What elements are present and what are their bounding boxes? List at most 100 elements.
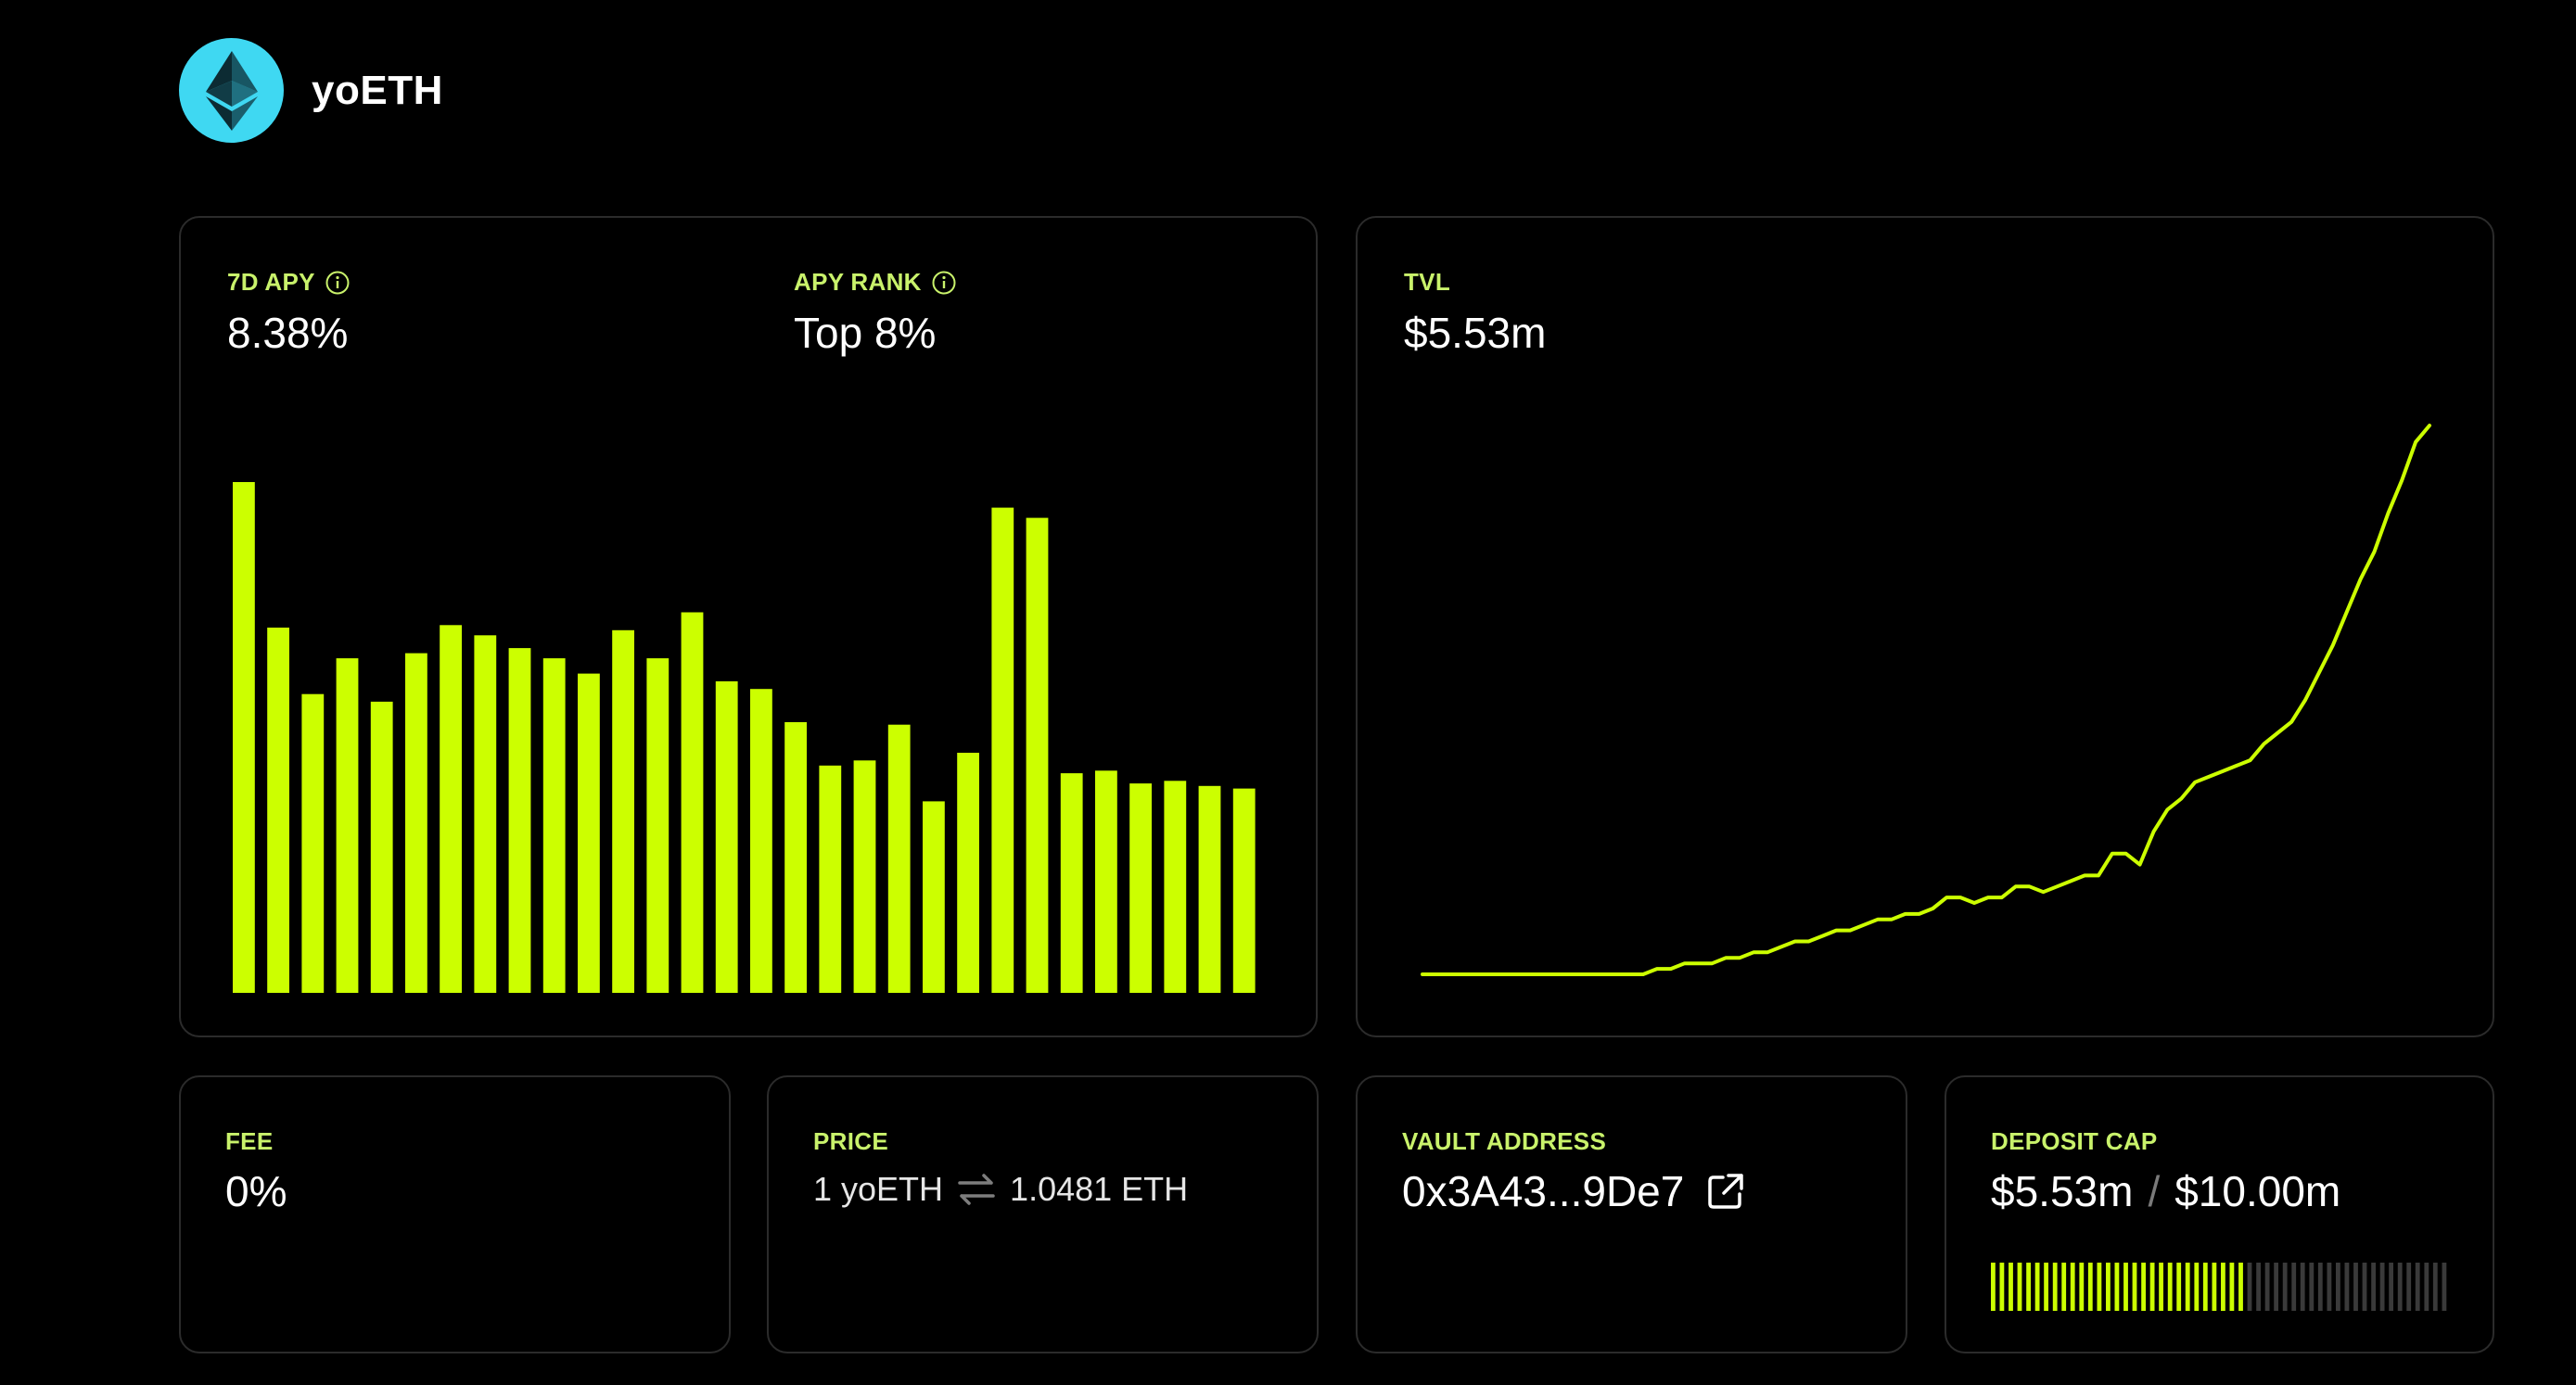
cap-tick-empty <box>2397 1263 2403 1311</box>
cap-tick-empty <box>2379 1263 2385 1311</box>
apy-bar[interactable] <box>784 722 807 993</box>
apy-bar[interactable] <box>1232 788 1256 993</box>
deposit-cap-card: DEPOSIT CAP $5.53m / $10.00m <box>1945 1075 2494 1353</box>
info-icon[interactable] <box>325 270 351 296</box>
apy-bar[interactable] <box>1026 517 1049 993</box>
apy-bar[interactable] <box>612 629 634 993</box>
apy-rank-label-group: APY RANK <box>794 268 957 297</box>
apy-bar[interactable] <box>991 507 1014 993</box>
apy-bar[interactable] <box>1198 785 1221 993</box>
apy-bar[interactable] <box>474 635 497 993</box>
cap-tick-filled <box>2132 1263 2137 1311</box>
deposit-cap-separator: / <box>2148 1167 2161 1215</box>
cap-tick-filled <box>2194 1263 2200 1311</box>
cap-tick-empty <box>2264 1263 2270 1311</box>
apy-rank-label: APY RANK <box>794 268 922 296</box>
apy-bar-chart <box>233 482 1256 994</box>
external-link-icon[interactable] <box>1706 1172 1745 1211</box>
tvl-line <box>1421 424 2431 976</box>
cap-tick-empty <box>2336 1263 2340 1311</box>
cap-tick-filled <box>2167 1263 2173 1311</box>
apy-bar[interactable] <box>267 628 289 993</box>
cap-tick-filled <box>2079 1263 2085 1311</box>
cap-tick-filled <box>2212 1263 2217 1311</box>
apy-bar[interactable] <box>1095 770 1117 993</box>
apy-bar[interactable] <box>819 765 842 993</box>
tvl-label: TVL <box>1404 268 1451 296</box>
deposit-cap-label: DEPOSIT CAP <box>1991 1127 2158 1155</box>
cap-tick-empty <box>2300 1263 2305 1311</box>
apy-bar[interactable] <box>405 653 427 993</box>
cap-tick-empty <box>2353 1263 2358 1311</box>
apy-label-group: 7D APY <box>227 268 351 297</box>
cap-tick-empty <box>2282 1263 2288 1311</box>
cap-tick-empty <box>2406 1263 2412 1311</box>
apy-label: 7D APY <box>227 268 315 296</box>
cap-tick-empty <box>2309 1263 2315 1311</box>
ethereum-icon <box>179 38 284 143</box>
apy-bar[interactable] <box>578 673 600 993</box>
cap-tick-empty <box>2274 1263 2278 1311</box>
cap-tick-filled <box>1991 1263 1996 1311</box>
cap-tick-filled <box>2229 1263 2235 1311</box>
apy-rank-value: Top 8% <box>794 309 937 357</box>
cap-tick-filled <box>2159 1263 2163 1311</box>
deposit-cap-row: $5.53m / $10.00m <box>1991 1166 2340 1216</box>
apy-bar[interactable] <box>336 658 359 993</box>
cap-tick-empty <box>2371 1263 2376 1311</box>
apy-bar[interactable] <box>681 612 704 994</box>
apy-bar[interactable] <box>646 658 670 993</box>
apy-bar[interactable] <box>715 680 738 993</box>
cap-tick-filled <box>2149 1263 2155 1311</box>
cap-tick-filled <box>2034 1263 2040 1311</box>
cap-tick-filled <box>2061 1263 2067 1311</box>
cap-tick-empty <box>2415 1263 2420 1311</box>
info-icon[interactable] <box>931 270 957 296</box>
apy-bar[interactable] <box>370 701 393 993</box>
apy-bar[interactable] <box>301 693 325 993</box>
apy-bar[interactable] <box>1129 783 1152 993</box>
apy-bar[interactable] <box>233 482 255 993</box>
price-label: PRICE <box>813 1127 888 1155</box>
apy-bar[interactable] <box>853 760 876 993</box>
apy-bar[interactable] <box>923 801 945 993</box>
vault-address-card: VAULT ADDRESS 0x3A43...9De7 <box>1356 1075 1907 1353</box>
tvl-line-chart <box>1421 424 2431 976</box>
cap-tick-filled <box>2202 1263 2208 1311</box>
apy-bar[interactable] <box>957 753 979 993</box>
price-row: 1 yoETH 1.0481 ETH <box>813 1170 1188 1209</box>
apy-bar[interactable] <box>887 724 911 993</box>
cap-tick-filled <box>2026 1263 2031 1311</box>
cap-tick-empty <box>2327 1263 2332 1311</box>
cap-tick-empty <box>2432 1263 2438 1311</box>
cap-tick-filled <box>2044 1263 2048 1311</box>
cap-tick-empty <box>2256 1263 2261 1311</box>
vault-address-value[interactable]: 0x3A43...9De7 <box>1402 1167 1685 1215</box>
cap-tick-filled <box>1999 1263 2005 1311</box>
apy-bar[interactable] <box>750 689 772 993</box>
deposit-cap-current: $5.53m <box>1991 1167 2134 1215</box>
cap-tick-filled <box>2070 1263 2075 1311</box>
cap-tick-filled <box>2238 1263 2243 1311</box>
cap-tick-filled <box>2185 1263 2190 1311</box>
tvl-value: $5.53m <box>1404 309 1547 357</box>
cap-tick-empty <box>2389 1263 2393 1311</box>
vault-name: yoETH <box>312 67 443 113</box>
cap-tick-empty <box>2317 1263 2323 1311</box>
vault-header: yoETH <box>179 38 443 143</box>
swap-arrows-icon[interactable] <box>956 1171 997 1208</box>
fee-value: 0% <box>225 1167 287 1215</box>
cap-tick-empty <box>2424 1263 2429 1311</box>
apy-bar[interactable] <box>1164 781 1187 993</box>
fee-card: FEE 0% <box>179 1075 731 1353</box>
apy-bar[interactable] <box>1060 773 1083 993</box>
apy-bar[interactable] <box>542 658 566 993</box>
apy-bar[interactable] <box>440 625 462 993</box>
cap-tick-filled <box>2141 1263 2146 1311</box>
price-from: 1 yoETH <box>813 1170 944 1208</box>
apy-bar[interactable] <box>508 648 531 993</box>
deposit-cap-progress-bar <box>1991 1263 2447 1311</box>
apy-value: 8.38% <box>227 309 349 357</box>
tvl-card: TVL $5.53m <box>1356 216 2494 1037</box>
cap-tick-empty <box>2247 1263 2252 1311</box>
